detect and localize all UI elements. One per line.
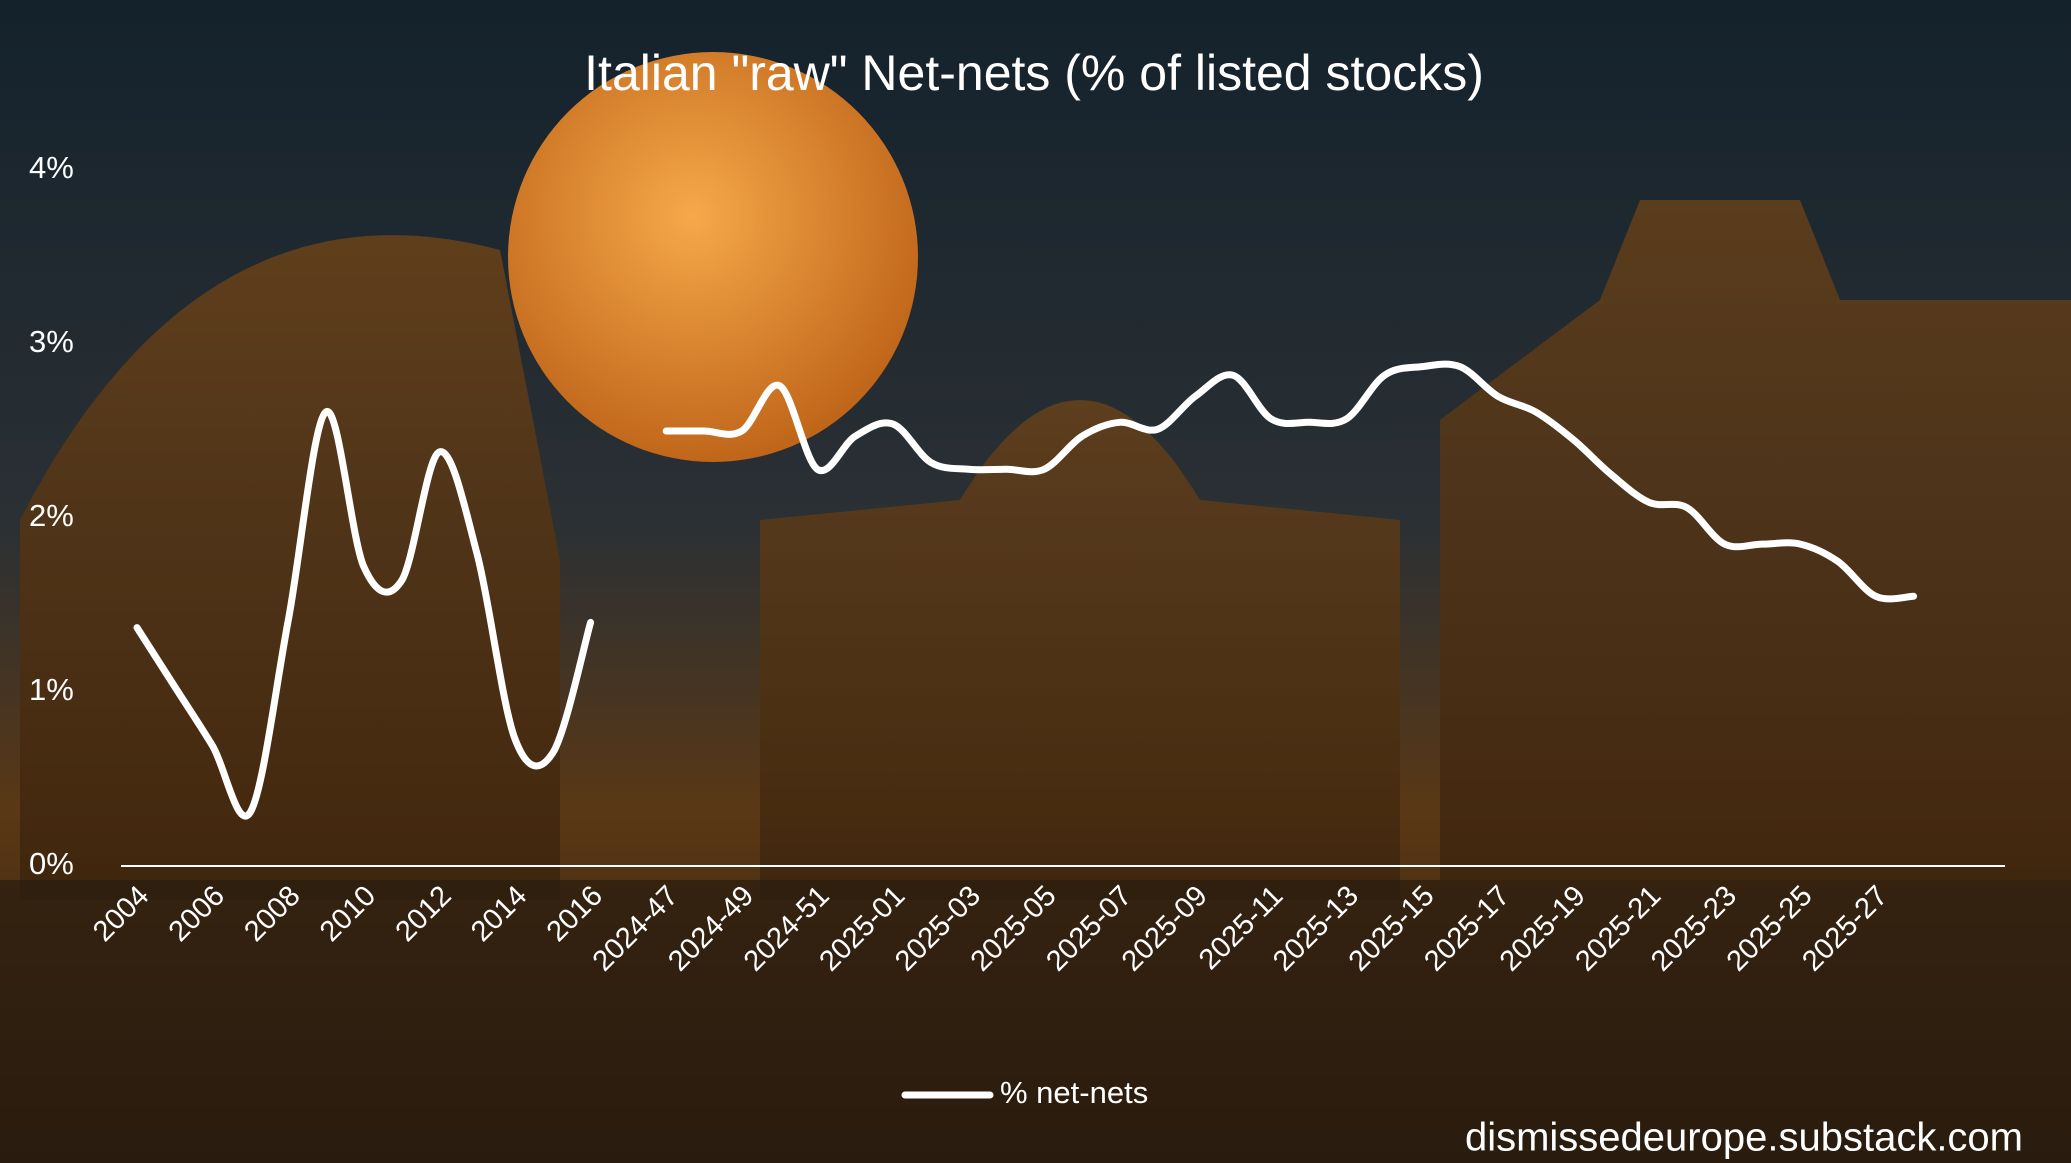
y-tick-label: 2% <box>29 498 74 533</box>
y-tick-label: 3% <box>29 324 74 359</box>
ground <box>0 880 2071 1163</box>
legend-label: % net-nets <box>1000 1075 1148 1110</box>
footer: dismissedeurope.substack.com <box>1465 1116 2023 1160</box>
y-tick-label: 1% <box>29 672 74 707</box>
basilica <box>760 400 1400 900</box>
y-tick-label: 0% <box>29 846 74 881</box>
y-tick-label: 4% <box>29 150 74 185</box>
moon <box>508 52 918 462</box>
colosseum <box>20 235 560 900</box>
chart-title: Italian "raw" Net-nets (% of listed stoc… <box>584 45 1484 101</box>
monument <box>1440 200 2071 880</box>
data-line <box>133 360 1918 820</box>
